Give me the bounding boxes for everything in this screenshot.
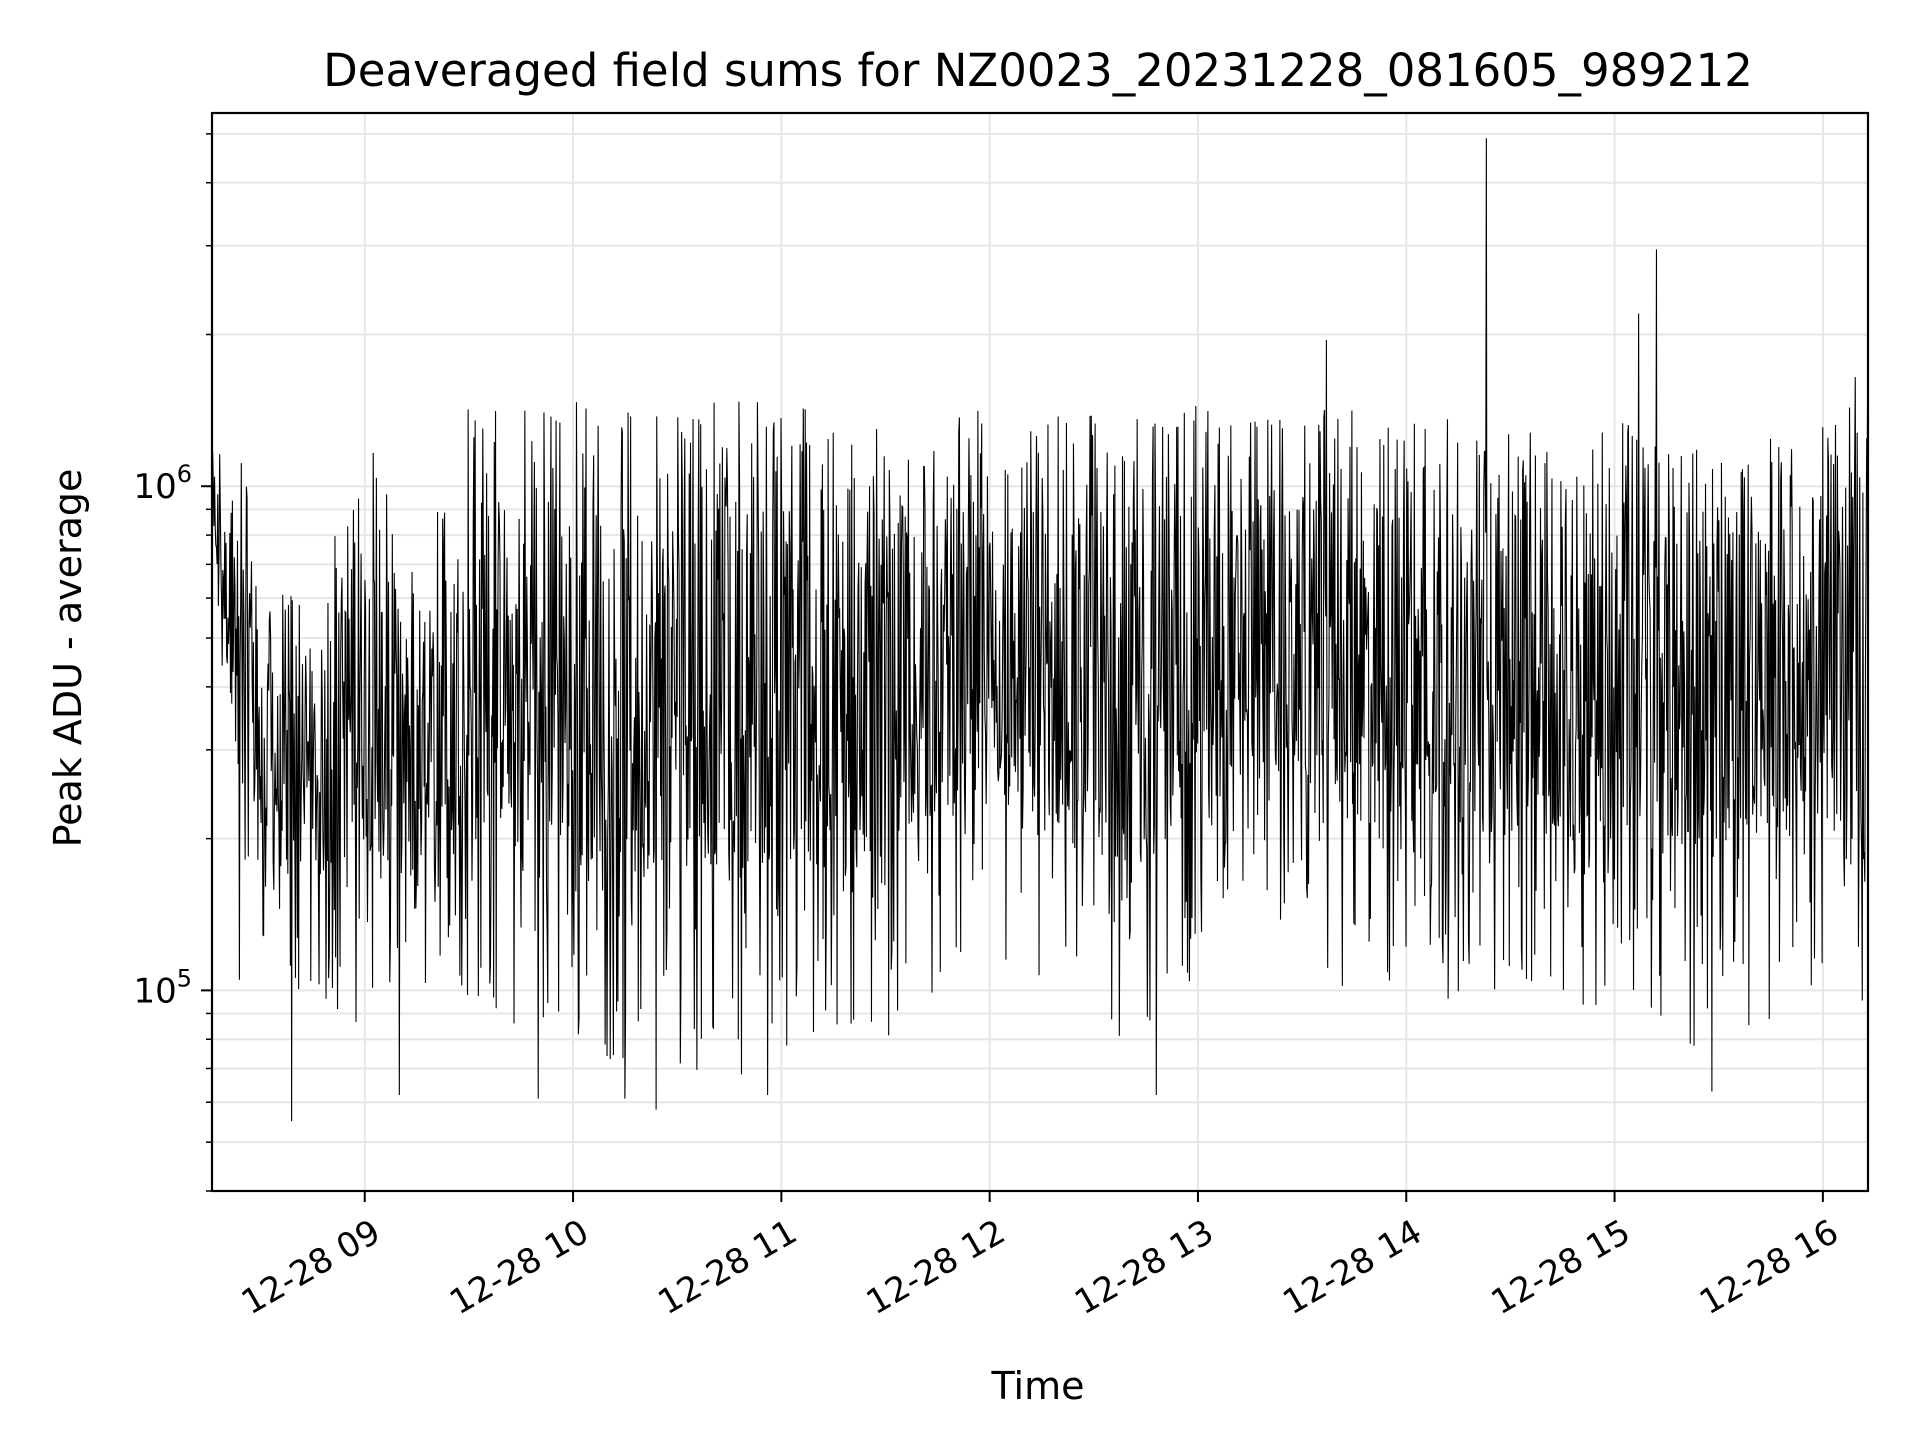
y-axis-label: Peak ADU - average [46,469,90,848]
series-line [211,138,1869,1122]
chart-title: Deaveraged field sums for NZ0023_2023122… [323,44,1753,97]
y-tick-label: 106 [133,460,192,507]
x-axis-label: Time [991,1364,1085,1408]
y-tick-label: 105 [133,964,192,1011]
plot-frame [210,111,1870,1193]
y-axis: 105 106 [133,133,212,1192]
series-path [211,138,1869,1122]
